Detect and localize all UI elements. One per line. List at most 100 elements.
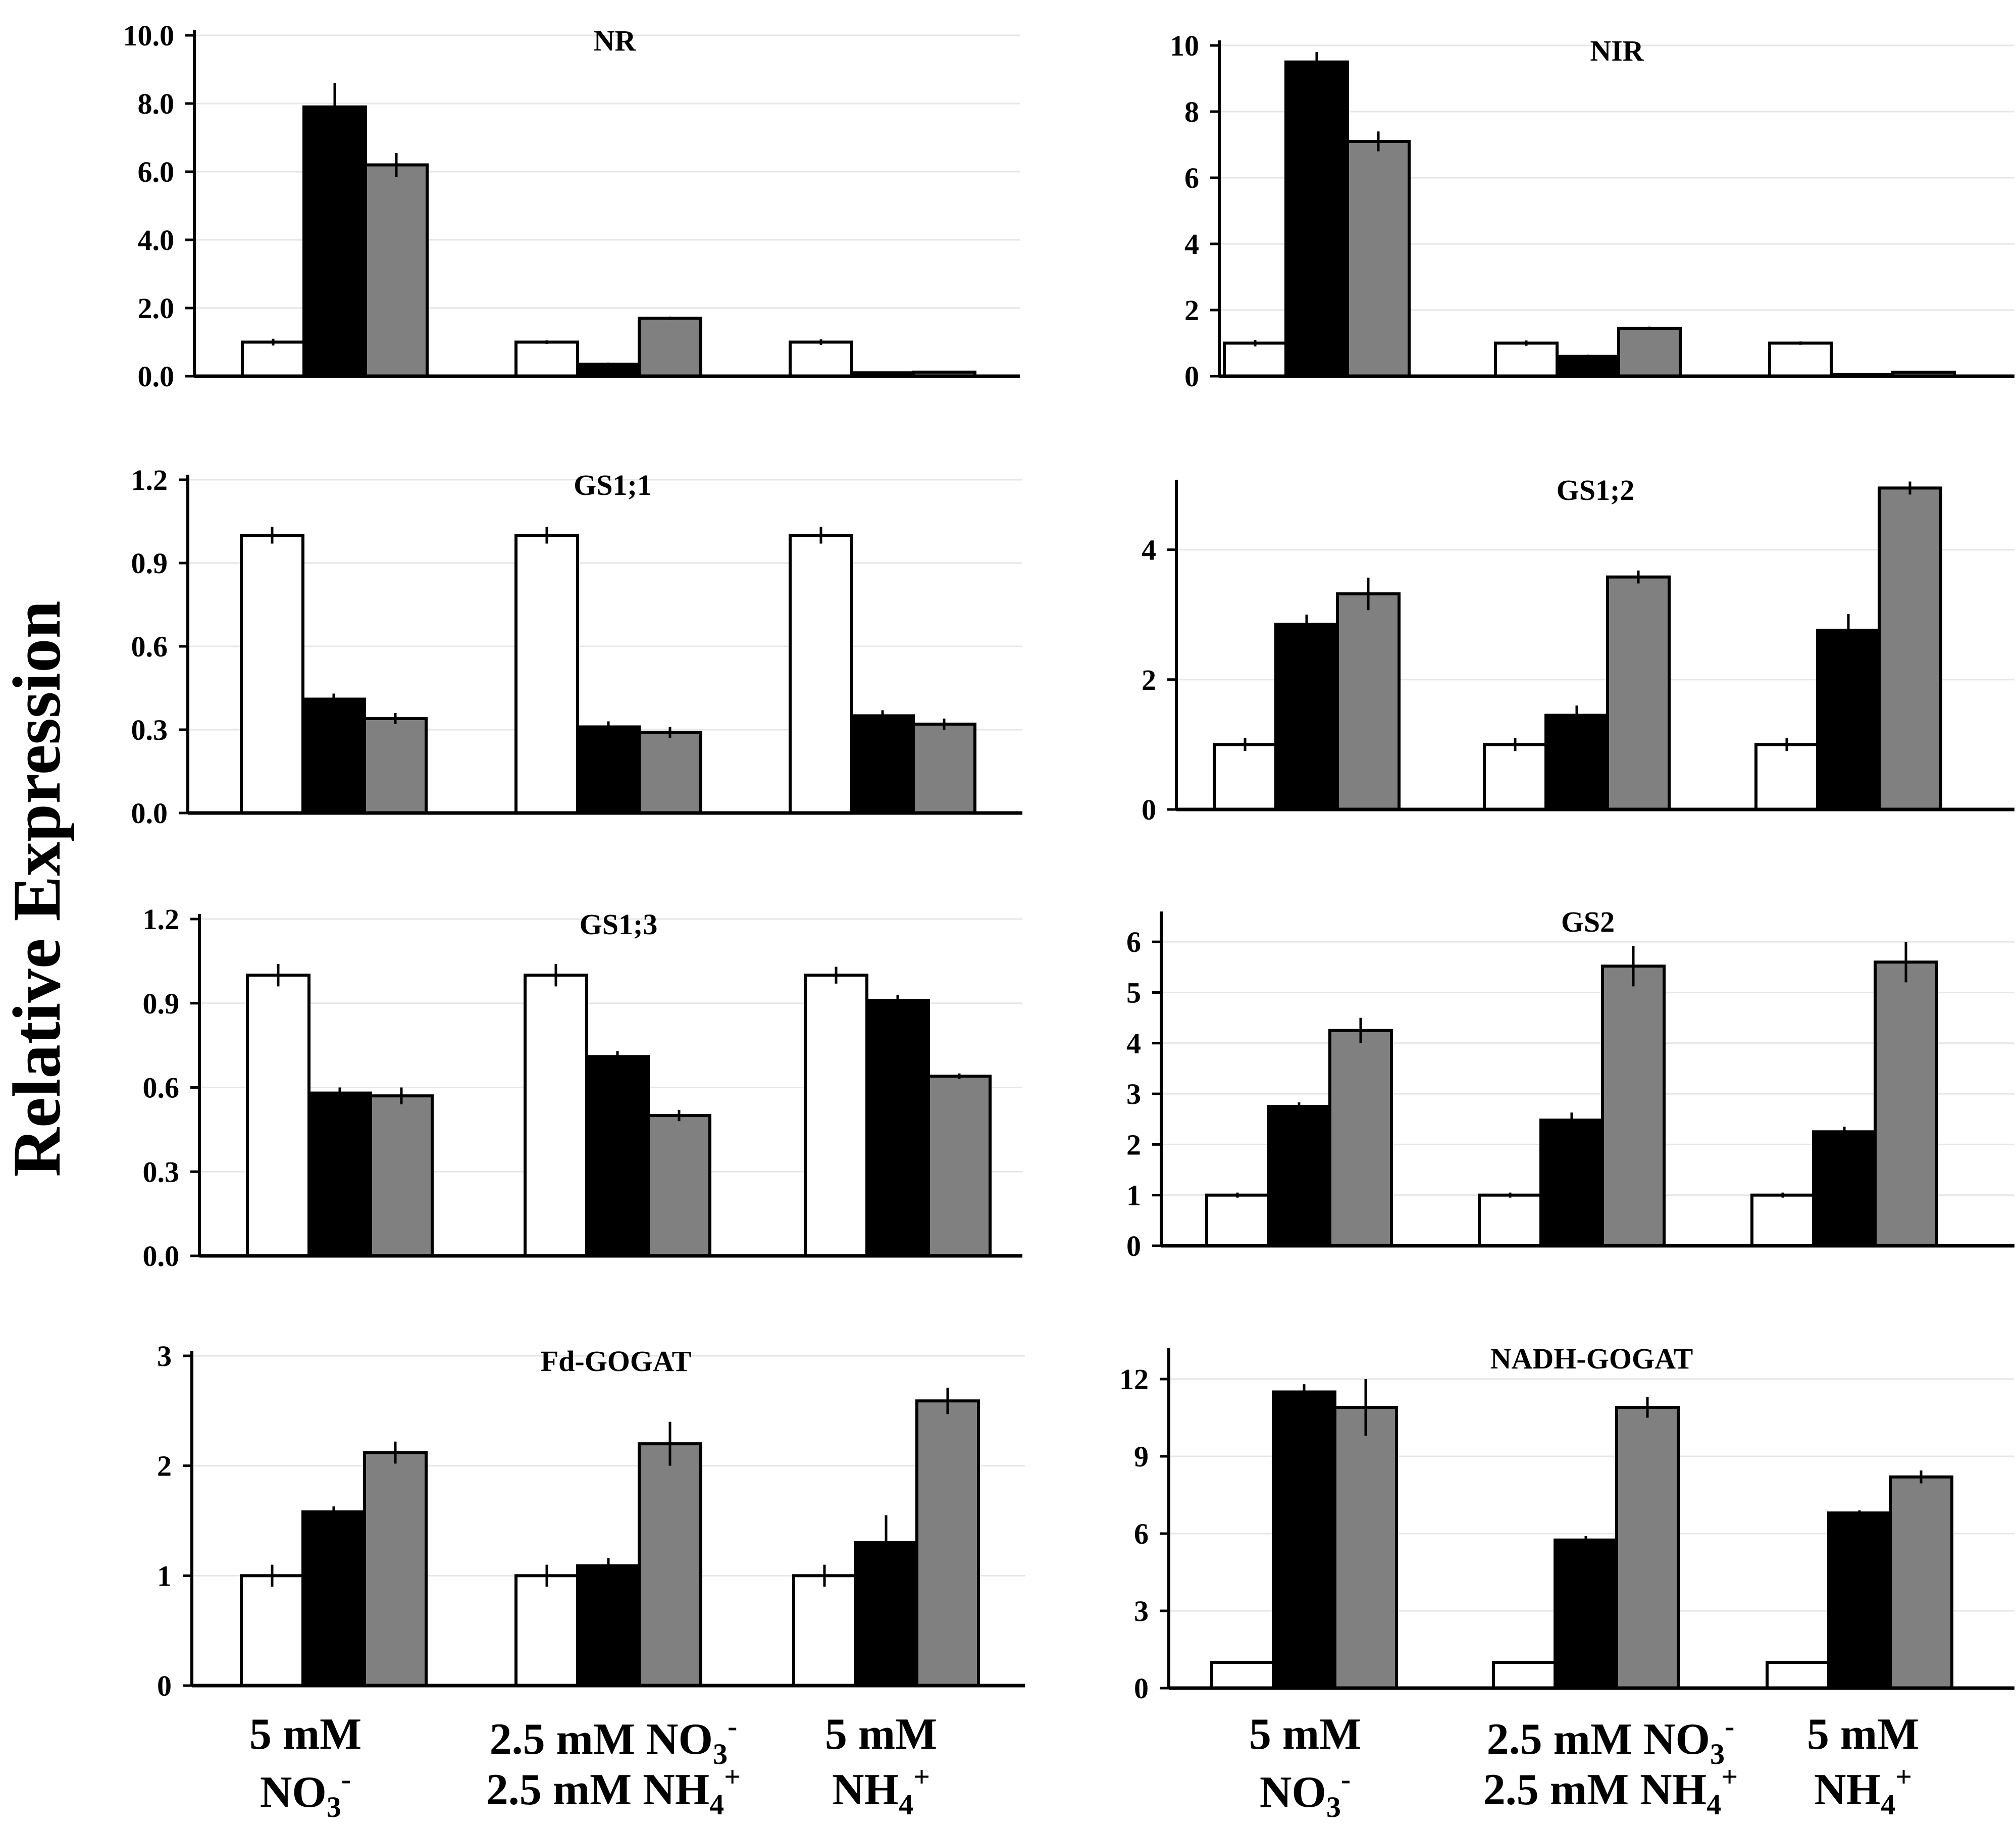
fd-gogat-bar — [792, 1574, 857, 1687]
category-label-left: 5 mM — [825, 1710, 937, 1759]
nr-bar — [514, 340, 579, 378]
nr-y-tick-label: 4.0 — [138, 224, 175, 257]
nir-y-tick-label: 4 — [1184, 228, 1199, 261]
gs2-bar — [1601, 964, 1666, 1247]
nir-bar — [1556, 354, 1620, 378]
gs1-1-bar — [576, 725, 641, 815]
gs1-2-bar — [1878, 486, 1942, 811]
gs1-2-bar — [1336, 592, 1401, 811]
gs1-1-y-tick-label: 0.9 — [131, 547, 168, 580]
nadh-gogat-bar — [1827, 1511, 1892, 1690]
nr-bar — [576, 363, 641, 378]
nr-y-tick-label: 0.0 — [138, 360, 175, 393]
gs1-3-title: GS1;3 — [580, 908, 658, 941]
nr-bar — [789, 340, 853, 378]
gs1-3-bar — [524, 974, 588, 1257]
nr-y-tick-label: 8.0 — [138, 87, 175, 120]
gs1-1-bar — [912, 723, 976, 815]
gs1-3-y-tick-label: 0.0 — [143, 1240, 180, 1273]
gs2-bar — [1539, 1119, 1604, 1247]
gs2-bar — [1478, 1193, 1542, 1248]
gs2-bar — [1812, 1130, 1877, 1247]
nadh-gogat-bar — [1889, 1475, 1953, 1690]
gs1-1-bar — [789, 534, 853, 815]
category-label-left: 2.5 mM NH4+ — [486, 1760, 741, 1821]
nadh-gogat-y-tick-label: 3 — [1134, 1595, 1149, 1628]
gs1-3-y-tick-label: 0.9 — [143, 987, 180, 1020]
gs1-3-y-tick-label: 1.2 — [143, 903, 180, 936]
nir-bar — [1494, 341, 1559, 378]
gs1-2-bar — [1213, 743, 1277, 811]
gs2-bar — [1205, 1193, 1270, 1248]
gs1-3-bar — [865, 999, 930, 1257]
nir-bar — [1768, 341, 1833, 378]
nir-bar — [1223, 341, 1287, 378]
gs1-3-bar — [927, 1075, 992, 1257]
gs1-3-bar — [647, 1114, 711, 1257]
category-label-left: NH4+ — [832, 1760, 930, 1821]
fd-gogat-bar — [514, 1574, 579, 1687]
gs1-1-bar — [638, 731, 702, 815]
nir-y-tick-label: 2 — [1184, 294, 1199, 327]
gs2-y-tick-label: 2 — [1126, 1128, 1141, 1161]
nr-title: NR — [594, 24, 637, 57]
gs1-2-bar — [1606, 575, 1671, 811]
nir-y-tick-label: 0 — [1184, 360, 1199, 393]
nadh-gogat-bar — [1210, 1661, 1275, 1690]
fd-gogat-y-tick-label: 1 — [157, 1559, 172, 1592]
gs2-title: GS2 — [1561, 905, 1615, 938]
nadh-gogat-bar — [1492, 1661, 1557, 1690]
category-label-right: NO3- — [1260, 1763, 1351, 1823]
nadh-gogat-bar — [1333, 1406, 1398, 1690]
fd-gogat-bar — [915, 1399, 980, 1688]
fd-gogat-bar — [638, 1442, 702, 1687]
nr-bar — [241, 340, 305, 378]
gs1-1-bar — [514, 534, 579, 815]
nadh-gogat-y-tick-label: 0 — [1134, 1672, 1149, 1705]
gs2-y-tick-label: 1 — [1126, 1179, 1141, 1212]
fd-gogat-y-tick-label: 2 — [157, 1450, 172, 1483]
gs1-1-bar — [850, 714, 915, 815]
gs1-2-y-tick-label: 4 — [1142, 534, 1156, 567]
nadh-gogat-bar — [1766, 1661, 1830, 1690]
nir-y-tick-label: 6 — [1184, 162, 1199, 194]
y-axis-label: Relative Expression — [0, 600, 75, 1177]
gs1-2-y-tick-label: 2 — [1142, 664, 1156, 696]
category-label-right: 2.5 mM NH4+ — [1483, 1760, 1738, 1821]
gs1-3-bar — [804, 974, 868, 1257]
gs1-2-bar — [1816, 629, 1881, 811]
gs1-1-y-tick-label: 0.3 — [131, 714, 168, 746]
gs1-3-y-tick-label: 0.3 — [143, 1155, 180, 1188]
nr-y-tick-label: 6.0 — [138, 156, 175, 188]
nadh-gogat-bar — [1615, 1406, 1680, 1690]
nr-y-tick-label: 2.0 — [138, 292, 175, 325]
nr-bar — [638, 317, 702, 378]
nadh-gogat-y-tick-label: 6 — [1134, 1517, 1149, 1550]
category-label-left: 2.5 mM NO3- — [490, 1710, 738, 1770]
gs1-1-bar — [363, 717, 428, 815]
category-label-right: 5 mM — [1249, 1710, 1361, 1759]
gs2-y-tick-label: 4 — [1126, 1027, 1141, 1060]
gs2-y-tick-label: 5 — [1126, 976, 1141, 1009]
nir-y-tick-label: 10 — [1170, 29, 1199, 62]
nadh-gogat-y-tick-label: 9 — [1134, 1440, 1149, 1473]
gs1-1-bar — [301, 697, 366, 815]
nir-bar — [1284, 60, 1349, 378]
gs1-2-y-tick-label: 0 — [1142, 793, 1156, 826]
nir-bar — [1617, 327, 1682, 378]
nadh-gogat-title: NADH-GOGAT — [1490, 1342, 1693, 1375]
gs1-1-y-tick-label: 0.6 — [131, 630, 168, 663]
gs1-3-bar — [307, 1091, 372, 1258]
category-label-left: NO3- — [260, 1763, 351, 1823]
gs2-bar — [1267, 1105, 1331, 1247]
gs2-y-tick-label: 3 — [1126, 1078, 1141, 1110]
nadh-gogat-y-tick-label: 12 — [1119, 1363, 1149, 1396]
nir-title: NIR — [1590, 34, 1644, 67]
category-label-left: 5 mM — [249, 1710, 361, 1759]
nr-y-tick-label: 10.0 — [123, 19, 175, 52]
fd-gogat-y-tick-label: 0 — [157, 1669, 172, 1702]
gs1-1-title: GS1;1 — [574, 469, 652, 501]
gs2-bar — [1328, 1029, 1393, 1247]
fd-gogat-bar — [301, 1510, 366, 1687]
category-label-right: NH4+ — [1814, 1760, 1912, 1821]
